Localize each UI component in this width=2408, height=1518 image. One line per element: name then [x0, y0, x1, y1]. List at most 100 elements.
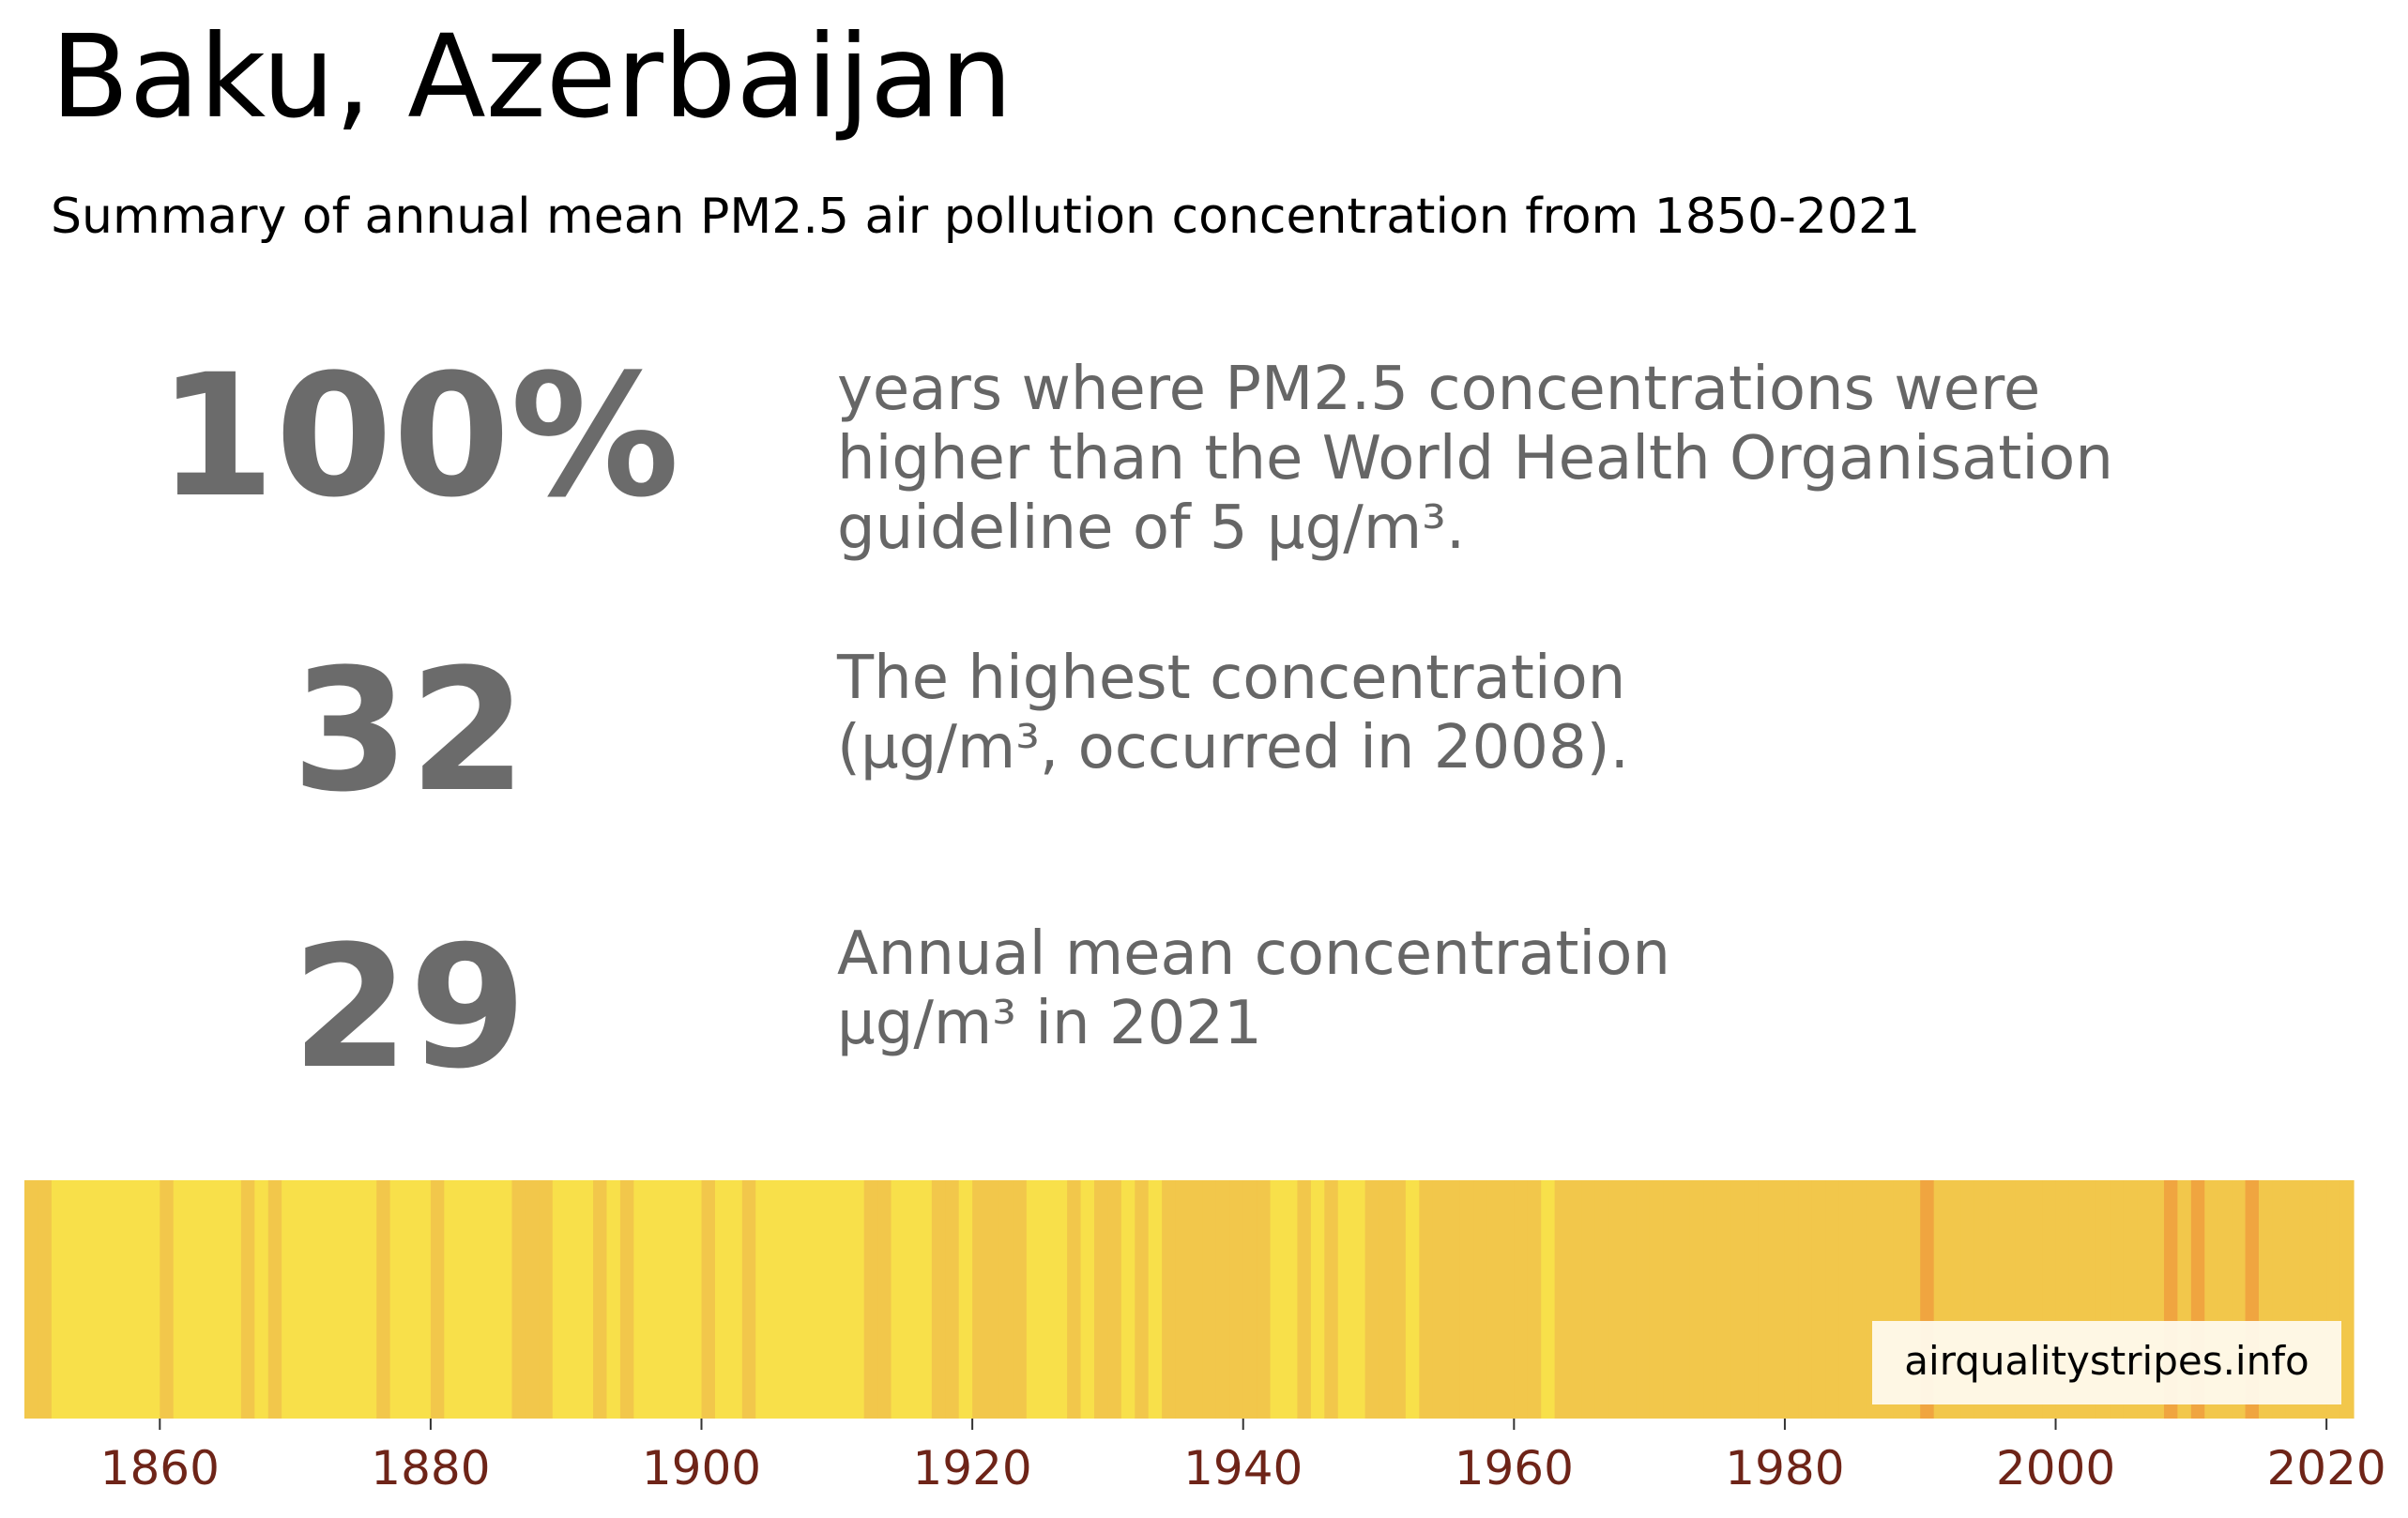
- stripe-1970: [1649, 1180, 1664, 1419]
- watermark-text: airqualitystripes.info: [1904, 1338, 2309, 1384]
- stripe-1939: [1229, 1180, 1244, 1419]
- stripe-1895: [633, 1180, 648, 1419]
- stripe-1973: [1689, 1180, 1704, 1419]
- stripe-1977: [1744, 1180, 1759, 1419]
- stripe-1900: [701, 1180, 716, 1419]
- stripe-1943: [1284, 1180, 1299, 1419]
- stripe-1906: [783, 1180, 798, 1419]
- stripe-1962: [1541, 1180, 1556, 1419]
- stripe-1920: [972, 1180, 987, 1419]
- stripe-1878: [404, 1180, 419, 1419]
- stripe-1922: [998, 1180, 1014, 1419]
- x-tick-label-1940: 1940: [1183, 1441, 1303, 1495]
- stripe-1912: [863, 1180, 878, 1419]
- stripe-1935: [1175, 1180, 1190, 1419]
- stripe-1951: [1392, 1180, 1407, 1419]
- stripe-1984: [1838, 1180, 1853, 1419]
- stripe-1882: [457, 1180, 472, 1419]
- stripe-1918: [945, 1180, 960, 1419]
- x-axis-ticks: 1860 1880 1900 1920 1940 1960 1980 2000 2020: [100, 1419, 2386, 1495]
- stripe-1854: [78, 1180, 93, 1419]
- stripe-1950: [1379, 1180, 1394, 1419]
- stripe-1968: [1622, 1180, 1637, 1419]
- stripe-1886: [511, 1180, 526, 1419]
- stripe-1954: [1432, 1180, 1447, 1419]
- stripe-1856: [105, 1180, 120, 1419]
- stripe-1873: [335, 1180, 350, 1419]
- stripe-1949: [1364, 1180, 1379, 1419]
- stripe-1928: [1080, 1180, 1095, 1419]
- stripe-1932: [1135, 1180, 1150, 1419]
- stripe-1982: [1811, 1180, 1826, 1419]
- stripe-1934: [1162, 1180, 1177, 1419]
- stat-latest-description: Annual mean concentration µg/m³ in 2021: [837, 919, 1670, 1058]
- stripe-1869: [282, 1180, 297, 1419]
- stripe-1963: [1554, 1180, 1569, 1419]
- stripe-1952: [1405, 1180, 1420, 1419]
- stripe-1898: [674, 1180, 689, 1419]
- stripe-1974: [1703, 1180, 1718, 1419]
- stripe-1890: [566, 1180, 581, 1419]
- stripe-1896: [647, 1180, 662, 1419]
- stat-exceedance-percent: 100%: [157, 339, 680, 535]
- stripe-1957: [1473, 1180, 1488, 1419]
- stripe-1931: [1120, 1180, 1135, 1419]
- stripe-1870: [295, 1180, 310, 1419]
- stripe-1865: [227, 1180, 242, 1419]
- stripe-1959: [1500, 1180, 1515, 1419]
- stripe-1940: [1242, 1180, 1257, 1419]
- stripe-1908: [809, 1180, 824, 1419]
- stripe-1944: [1297, 1180, 1312, 1419]
- stripe-1855: [92, 1180, 107, 1419]
- stat-exceedance-description: years where PM2.5 concentrations were hi…: [837, 355, 2113, 563]
- stripe-1910: [836, 1180, 851, 1419]
- stripe-1897: [661, 1180, 676, 1419]
- stripe-1948: [1351, 1180, 1366, 1419]
- stripe-1936: [1189, 1180, 1204, 1419]
- stripe-1958: [1486, 1180, 1501, 1419]
- stripe-1967: [1608, 1180, 1623, 1419]
- stripe-1965: [1581, 1180, 1596, 1419]
- x-tick-label-1980: 1980: [1725, 1441, 1844, 1495]
- stripe-1893: [606, 1180, 621, 1419]
- stripe-1966: [1594, 1180, 1609, 1419]
- stripe-1866: [240, 1180, 255, 1419]
- stripe-1971: [1663, 1180, 1678, 1419]
- stripe-1964: [1568, 1180, 1583, 1419]
- stripe-1884: [484, 1180, 499, 1419]
- x-tick-label-1960: 1960: [1455, 1441, 1574, 1495]
- stripe-1926: [1053, 1180, 1068, 1419]
- stripe-1960: [1514, 1180, 1529, 1419]
- stat-highest-value: 32: [291, 633, 527, 829]
- stripe-1907: [796, 1180, 811, 1419]
- stripe-1852: [51, 1180, 66, 1419]
- stripe-1892: [593, 1180, 608, 1419]
- stripe-1850: [24, 1180, 39, 1419]
- stripe-1867: [254, 1180, 269, 1419]
- x-tick-label-2020: 2020: [2267, 1441, 2386, 1495]
- stripe-1851: [38, 1180, 53, 1419]
- stripe-1879: [417, 1180, 432, 1419]
- stripe-1961: [1527, 1180, 1542, 1419]
- stripe-1902: [728, 1180, 743, 1419]
- stripe-1891: [579, 1180, 594, 1419]
- stripe-1945: [1310, 1180, 1325, 1419]
- stripe-1925: [1040, 1180, 1055, 1419]
- stripe-1904: [755, 1180, 770, 1419]
- stripe-1857: [119, 1180, 134, 1419]
- stripe-1868: [267, 1180, 282, 1419]
- stripe-1980: [1784, 1180, 1799, 1419]
- stripe-1981: [1798, 1180, 1813, 1419]
- stripe-1937: [1202, 1180, 1217, 1419]
- stripe-1956: [1459, 1180, 1474, 1419]
- stripe-1872: [322, 1180, 337, 1419]
- stripe-1899: [688, 1180, 703, 1419]
- stripe-1916: [918, 1180, 933, 1419]
- stripe-1955: [1446, 1180, 1461, 1419]
- stripe-1921: [985, 1180, 1000, 1419]
- stripe-1983: [1825, 1180, 1840, 1419]
- stripe-1917: [931, 1180, 946, 1419]
- stat-latest-value: 29: [291, 910, 527, 1106]
- stripe-1941: [1257, 1180, 1272, 1419]
